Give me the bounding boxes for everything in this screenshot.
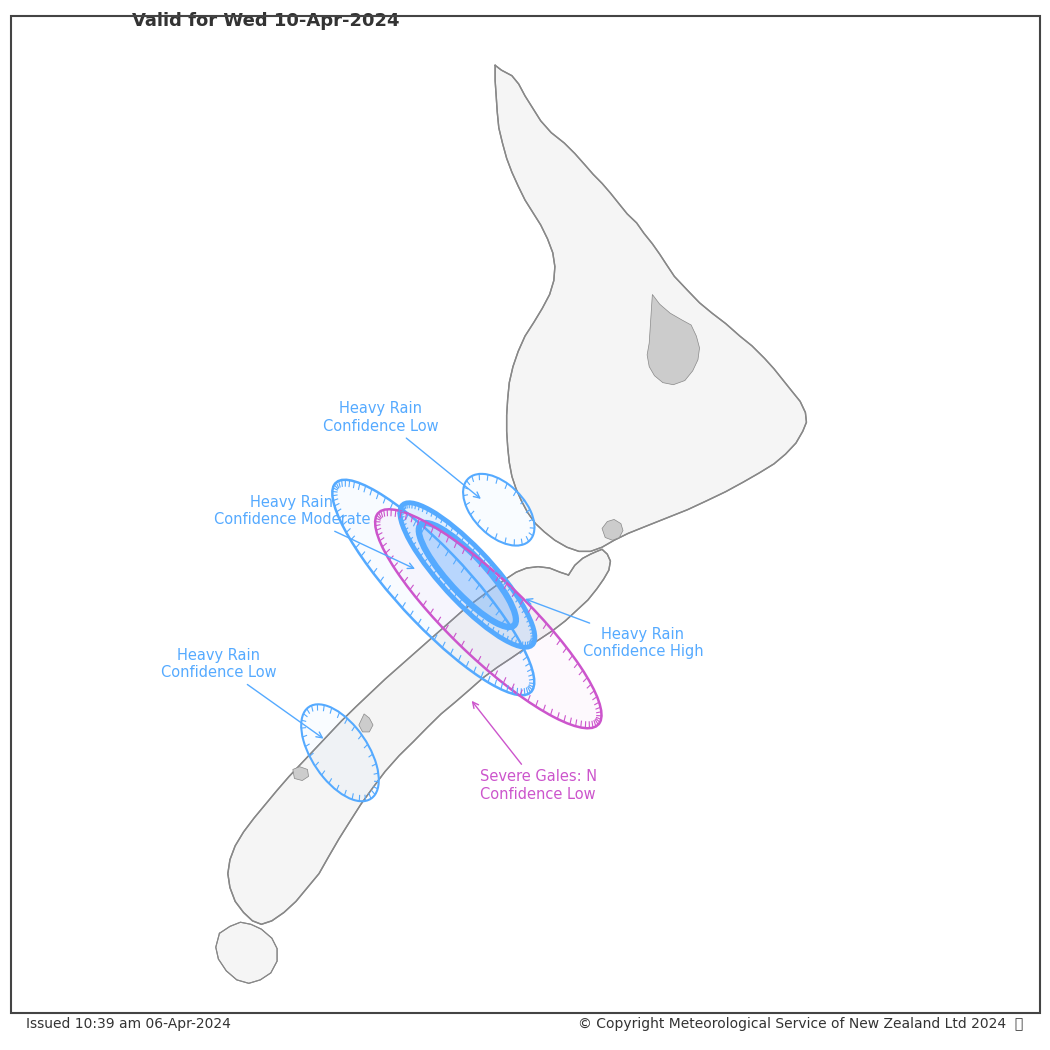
- Text: Heavy Rain
Confidence Moderate: Heavy Rain Confidence Moderate: [213, 495, 414, 568]
- Text: Valid for Wed 10-Apr-2024: Valid for Wed 10-Apr-2024: [132, 13, 399, 30]
- Polygon shape: [602, 520, 623, 541]
- Polygon shape: [293, 766, 309, 780]
- Ellipse shape: [419, 523, 516, 627]
- Polygon shape: [359, 714, 373, 732]
- Polygon shape: [647, 294, 699, 384]
- Text: Heavy Rain
Confidence High: Heavy Rain Confidence High: [526, 598, 704, 659]
- Text: Issued 10:39 am 06-Apr-2024: Issued 10:39 am 06-Apr-2024: [26, 1017, 231, 1031]
- Text: Heavy Rain
Confidence Low: Heavy Rain Confidence Low: [323, 401, 480, 498]
- Polygon shape: [216, 922, 277, 984]
- Text: © Copyright Meteorological Service of New Zealand Ltd 2024  ⓒ: © Copyright Meteorological Service of Ne…: [579, 1017, 1024, 1031]
- Polygon shape: [496, 65, 806, 551]
- Polygon shape: [228, 549, 610, 924]
- Text: Heavy Rain
Confidence Low: Heavy Rain Confidence Low: [161, 648, 322, 738]
- Text: Severe Gales: N
Confidence Low: Severe Gales: N Confidence Low: [472, 702, 596, 801]
- Ellipse shape: [400, 503, 534, 647]
